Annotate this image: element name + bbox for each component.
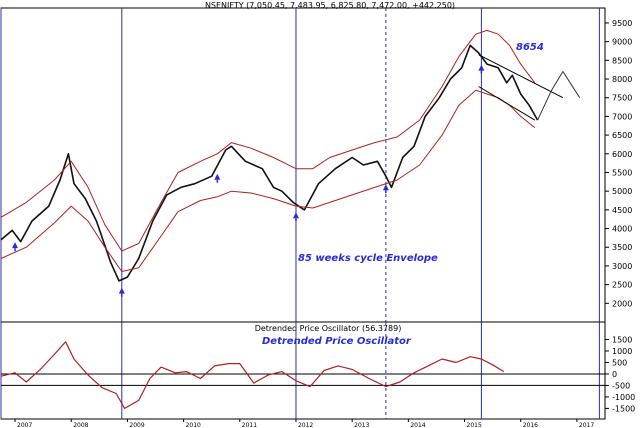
cycle-lines	[0, 8, 600, 322]
x-tick-label: 2016	[523, 422, 538, 428]
price-tick-label: 9000	[612, 38, 632, 47]
price-tick-label: 4000	[612, 225, 632, 234]
price-tick-label: 7500	[612, 94, 632, 103]
price-plot-frame	[0, 7, 606, 323]
price-series-layer	[0, 29, 581, 282]
oscillator-tick-label: -1000	[612, 393, 635, 402]
oscillator-tick-label: 1500	[612, 335, 632, 344]
trendline-lower-line	[478, 86, 536, 121]
level-annotation-8654: 8654	[516, 42, 544, 53]
price-tick-label: 9500	[612, 19, 632, 28]
x-tick-label: 2013	[354, 422, 369, 428]
x-axis-ticks: 2007 2008 2009 2010 2011 2012 2013 2014 2015 2016…	[14, 419, 594, 428]
x-tick-label: 2008	[73, 422, 88, 428]
price-tick-label: 7000	[612, 112, 632, 121]
cycle-low-arrow	[118, 287, 125, 294]
cycle-low-arrow	[292, 212, 299, 219]
price-panel: NSENIFTY (7,050.45, 7,483.95, 6,825.80, …	[0, 1, 632, 323]
oscillator-series-layer	[0, 341, 505, 409]
x-tick-label: 2009	[129, 422, 144, 428]
cycle-low-arrow	[12, 242, 19, 249]
price-tick-label: 6000	[612, 150, 632, 159]
cycle-low-markers	[12, 64, 485, 297]
price-tick-label: 3000	[612, 262, 632, 271]
price-tick-label: 8500	[612, 56, 632, 65]
x-tick-label: 2014	[410, 422, 425, 428]
x-tick-label: 2007	[17, 422, 32, 428]
price-tick-label: 5000	[612, 187, 632, 196]
projection-line	[537, 71, 581, 121]
x-tick-label: 2011	[242, 422, 257, 428]
oscillator-plot-frame	[0, 321, 606, 420]
trendline-upper-line	[478, 54, 564, 99]
oscillator-tick-label: 1000	[612, 347, 632, 356]
oscillator-subtitle: Detrended Price Oscillator	[262, 336, 412, 347]
x-tick-label: 2017	[579, 422, 594, 428]
x-tick-label: 2015	[467, 422, 482, 428]
price-tick-label: 2500	[612, 281, 632, 290]
envelope-annotation: 85 weeks cycle Envelope	[298, 253, 438, 264]
price-tick-label: 8000	[612, 75, 632, 84]
oscillator-tick-label: 0	[612, 370, 617, 379]
oscillator-title: Detrended Price Oscillator (56.3789)	[255, 324, 402, 333]
cycle-low-arrow	[214, 173, 221, 180]
envelope-lower-line	[0, 89, 536, 272]
price-tick-label: 6500	[612, 131, 632, 140]
oscillator-tick-label: 500	[612, 358, 627, 367]
oscillator-line	[0, 341, 505, 409]
price-tick-label: 4500	[612, 206, 632, 215]
price-axis-ticks: 2000 2500 3000 3500 4000 4500 5000 5500 6000 6500…	[605, 19, 632, 308]
cycle-low-arrow	[478, 64, 485, 71]
oscillator-tick-label: -500	[612, 381, 630, 390]
x-tick-label: 2012	[298, 422, 313, 428]
envelope-upper-line	[0, 29, 536, 252]
price-tick-label: 2000	[612, 299, 632, 308]
oscillator-panel: Detrended Price Oscillator (56.3789) Det…	[0, 321, 635, 420]
oscillator-axis-ticks: 1500 1000 500 0 -500 -1000 -1500	[1, 335, 635, 413]
ticker-header: NSENIFTY (7,050.45, 7,483.95, 6,825.80, …	[205, 1, 455, 10]
cycle-low-arrow	[382, 184, 389, 191]
price-tick-label: 5500	[612, 168, 632, 177]
oscillator-tick-label: -1500	[612, 404, 635, 413]
x-tick-label: 2010	[186, 422, 201, 428]
price-tick-label: 3500	[612, 243, 632, 252]
price-line	[0, 44, 539, 282]
